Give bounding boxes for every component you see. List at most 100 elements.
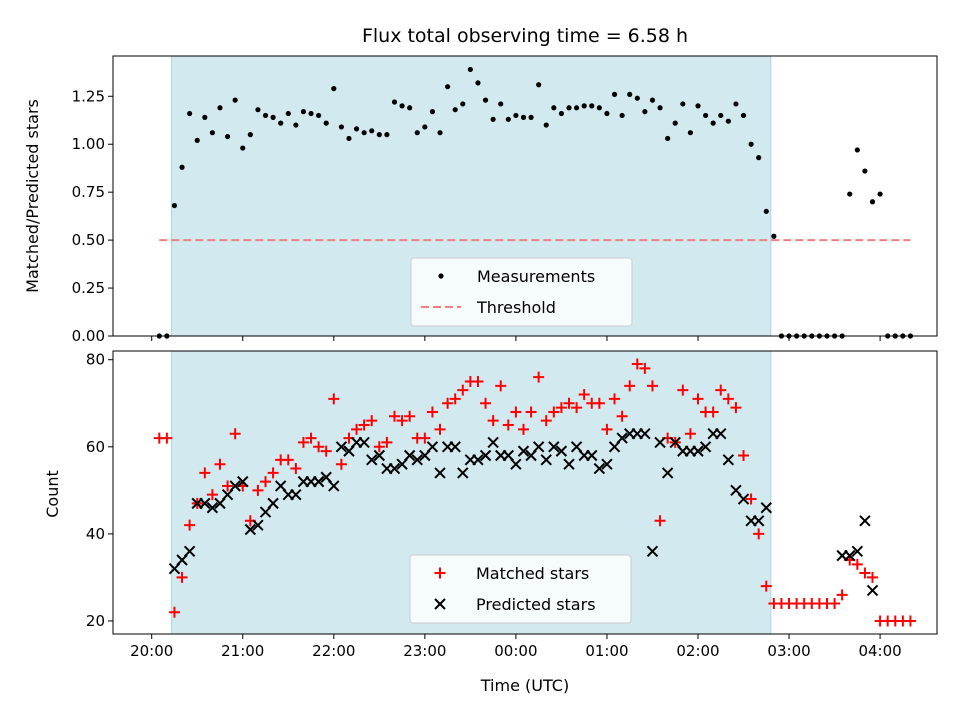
axes-frame (112, 55, 938, 337)
data-point (634, 95, 640, 101)
data-point (536, 82, 542, 88)
data-point (222, 480, 234, 492)
data-point (328, 393, 340, 405)
data-point (179, 164, 185, 170)
data-point (338, 124, 344, 130)
x-tick-label: 03:00 (767, 642, 810, 660)
data-point (495, 380, 507, 392)
data-point (487, 415, 499, 427)
data-point (388, 410, 400, 422)
data-point (384, 132, 390, 138)
data-point (442, 397, 454, 409)
data-point (449, 393, 461, 405)
data-point (866, 584, 879, 597)
data-point (616, 432, 628, 444)
top-ylabel: Matched/Predicted stars (23, 99, 42, 293)
data-point (475, 80, 481, 86)
data-point (396, 415, 408, 427)
data-point (639, 362, 651, 374)
data-point (419, 432, 431, 444)
data-point (540, 454, 552, 466)
data-point (278, 120, 284, 126)
data-point (487, 436, 499, 449)
data-point (171, 202, 178, 209)
data-point (270, 114, 276, 120)
data-point (262, 112, 269, 119)
x-tick-label: 23:00 (403, 642, 446, 660)
data-point (449, 441, 461, 453)
data-point (366, 454, 378, 466)
data-point (581, 103, 587, 109)
data-point (760, 580, 772, 592)
y-tick-label: 60 (86, 438, 105, 456)
data-point (862, 168, 868, 174)
legend-box (410, 257, 633, 327)
data-point (426, 441, 439, 453)
count-panel: 20 40 60 80 20:00 21:00 22:00 23:00 00:00 01:00 02… (86, 350, 938, 660)
data-point (312, 475, 325, 488)
y-tick-label: 0.00 (72, 327, 105, 345)
data-point (168, 606, 180, 618)
data-point (715, 428, 727, 440)
data-point (323, 120, 329, 126)
legend-label: Threshold (476, 298, 556, 317)
data-point (376, 132, 382, 138)
data-point (358, 419, 370, 431)
data-point (351, 423, 363, 435)
data-point (285, 110, 291, 117)
data-point (429, 109, 436, 115)
data-point (753, 528, 765, 540)
data-point (293, 122, 299, 128)
data-point (752, 515, 765, 527)
data-point (176, 571, 188, 583)
data-point (639, 428, 651, 440)
data-point (604, 110, 610, 117)
data-point (672, 120, 678, 126)
data-point (763, 208, 769, 214)
data-point (237, 475, 249, 488)
data-point (677, 384, 689, 396)
data-point (267, 497, 279, 510)
data-point (335, 441, 348, 453)
data-point (335, 458, 347, 470)
data-point (684, 428, 696, 440)
data-point (510, 406, 522, 418)
data-point (532, 441, 545, 453)
data-point (290, 488, 302, 501)
data-point (571, 402, 583, 414)
x-tick-label: 22:00 (312, 642, 355, 660)
data-point (528, 114, 534, 120)
data-point (904, 615, 916, 627)
data-point (710, 120, 716, 126)
data-point (624, 380, 636, 392)
data-point (161, 432, 173, 444)
data-point (715, 384, 727, 396)
y-tick-label: 0.75 (72, 183, 105, 201)
data-point (555, 445, 568, 457)
data-point (533, 371, 545, 383)
data-point (199, 497, 211, 510)
x-tick-label: 04:00 (858, 642, 901, 660)
data-point (184, 519, 196, 531)
data-point (480, 397, 492, 409)
data-point (502, 419, 514, 431)
data-point (434, 423, 446, 435)
data-point (244, 523, 257, 536)
data-point (209, 130, 215, 136)
data-point (722, 454, 735, 466)
data-point (490, 116, 496, 122)
data-point (601, 423, 613, 435)
data-point (229, 480, 241, 492)
data-point (313, 441, 325, 453)
data-point (290, 463, 302, 475)
data-point (434, 467, 446, 479)
data-point (391, 99, 398, 105)
data-point (631, 358, 643, 370)
data-point (665, 135, 671, 142)
series-measurements (156, 66, 914, 339)
data-point (854, 147, 860, 153)
data-point (649, 97, 656, 103)
x-tick-label: 21:00 (221, 642, 264, 660)
legend: Matched stars Predicted stars (409, 554, 632, 624)
data-point (255, 107, 261, 113)
